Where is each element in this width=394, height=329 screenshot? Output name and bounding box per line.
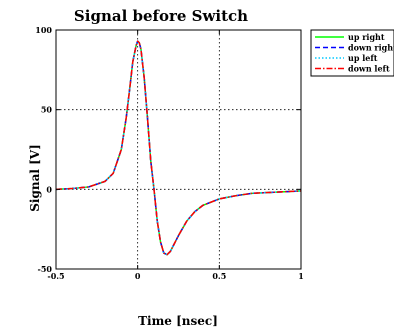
series-line-up-left bbox=[55, 40, 302, 256]
x-axis-label: Time [nsec] bbox=[138, 314, 218, 328]
y-tick-label: -50 bbox=[38, 264, 53, 274]
series-line-down-left bbox=[55, 40, 302, 256]
legend-label-up-left: up left bbox=[348, 53, 378, 63]
series-lines bbox=[55, 40, 302, 256]
legend-label-up-right: up right bbox=[348, 32, 385, 42]
y-tick-label: 0 bbox=[46, 184, 52, 194]
grid-lines bbox=[56, 30, 301, 269]
series-line-up-right bbox=[55, 40, 302, 256]
axis-ticks: -0.5 0 0.5 1 -50 0 50 100 bbox=[35, 25, 303, 281]
x-tick-label: -0.5 bbox=[47, 271, 64, 281]
series-line-down-right bbox=[55, 40, 302, 256]
x-tick-label: 0 bbox=[135, 271, 141, 281]
chart-title: Signal before Switch bbox=[74, 7, 248, 25]
y-axis-label: Signal [V] bbox=[28, 144, 42, 212]
y-tick-label: 100 bbox=[35, 25, 52, 35]
x-tick-label: 1 bbox=[298, 271, 304, 281]
x-tick-label: 0.5 bbox=[212, 271, 226, 281]
y-tick-label: 50 bbox=[41, 105, 53, 115]
plot-area-frame bbox=[55, 29, 302, 270]
legend-label-down-left: down left bbox=[348, 64, 390, 74]
legend-label-down-right: down right bbox=[348, 43, 394, 53]
